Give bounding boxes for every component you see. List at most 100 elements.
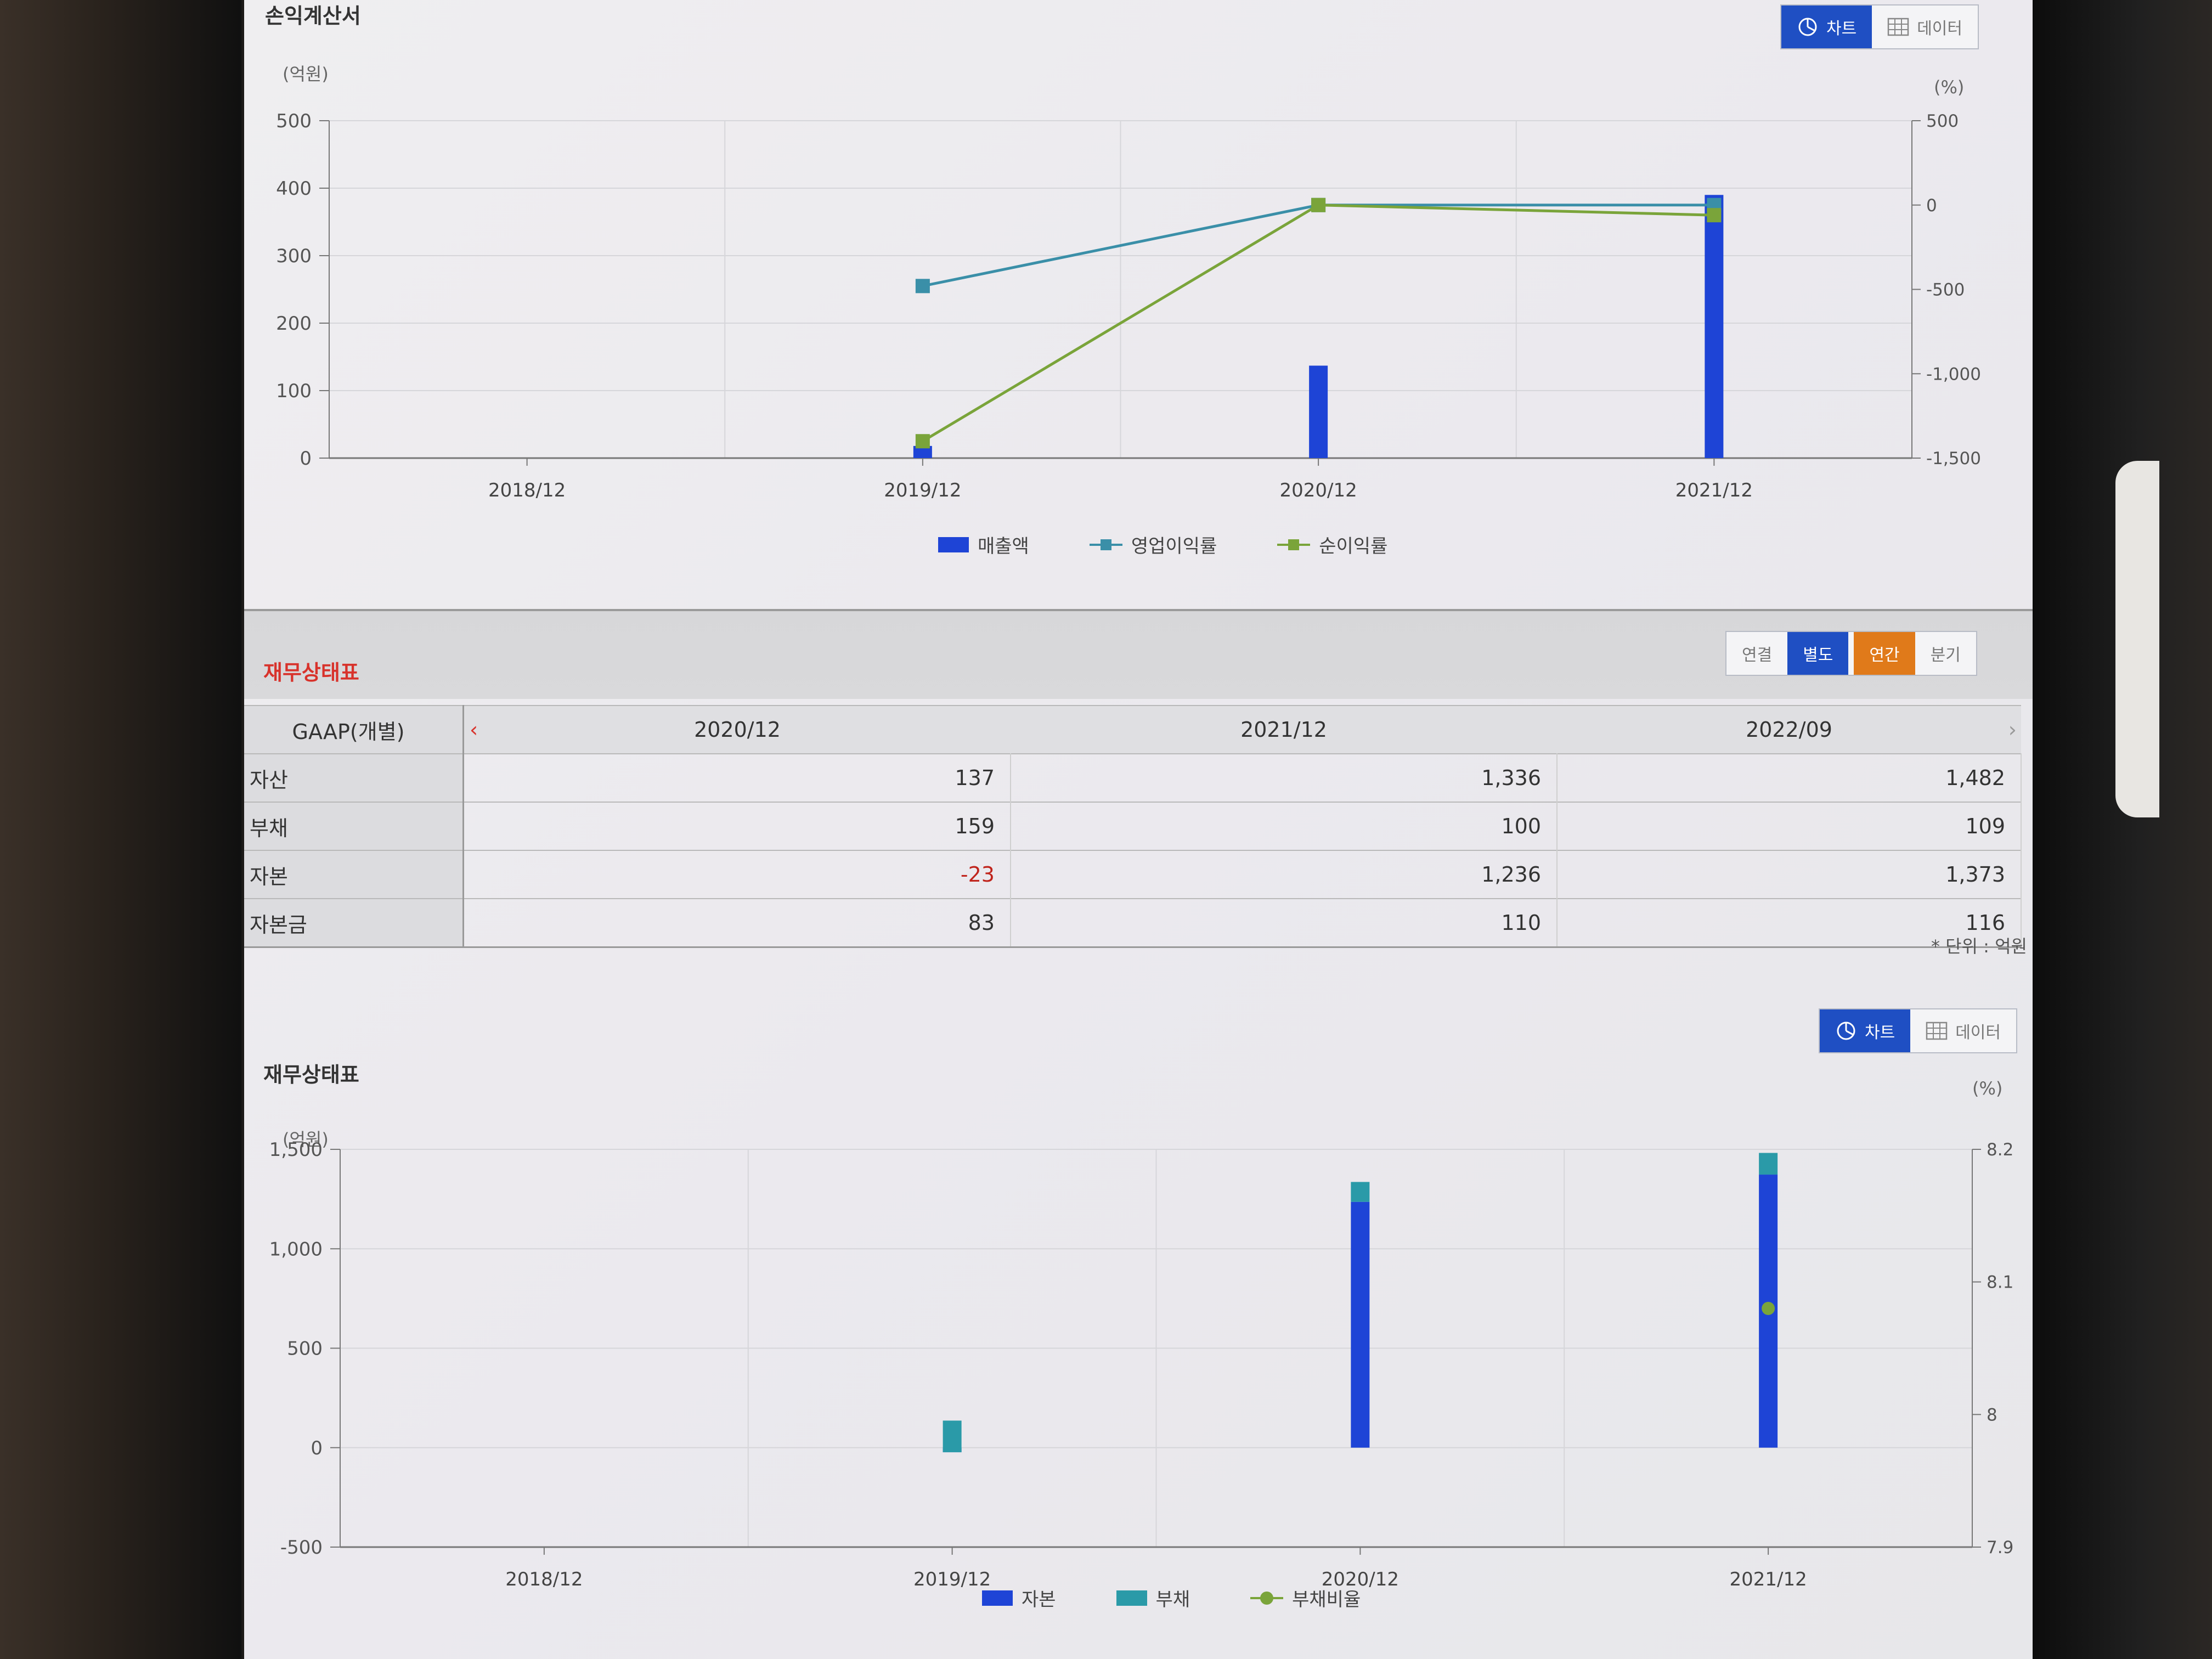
bar <box>1351 1201 1370 1448</box>
stylus-pen <box>2115 461 2159 817</box>
x-tick-label: 2018/12 <box>488 479 566 501</box>
legend-item-net-margin[interactable]: 순이익률 <box>1277 531 1387 558</box>
cell: 137 <box>463 753 1011 802</box>
x-tick-label: 2020/12 <box>1322 1568 1399 1590</box>
income-title: 손익계산서 <box>265 4 361 28</box>
y-tick-label: 300 <box>276 245 312 267</box>
toggle-consolidated[interactable]: 연결 <box>1742 646 1773 665</box>
data-point <box>915 434 930 449</box>
balance-table: GAAP(개별) ‹ 2020/12 2021/12 2022/09 › 자산 … <box>244 705 2022 948</box>
y-tick-label: 500 <box>287 1338 323 1360</box>
y-tick-label: 1,500 <box>269 1139 323 1161</box>
balance-view-toggle: 차트 데이터 <box>1819 1008 2018 1053</box>
y2-tick-label: 8.2 <box>1987 1140 2013 1160</box>
income-chart: 0 100 200 300 400 500 -1,500 -1,000 -500 0 500 2018… <box>276 110 1981 501</box>
period-label-0: 2020/12 <box>694 718 781 742</box>
balance-chart-label: 차트 <box>1865 1023 1895 1042</box>
device-bezel-right <box>2031 0 2212 1659</box>
bar <box>913 445 932 458</box>
x-tick-label: 2021/12 <box>1730 1568 1807 1590</box>
bar <box>943 1420 962 1453</box>
balance-chart-title: 재무상태표 <box>263 1063 359 1087</box>
data-point <box>1762 1302 1775 1315</box>
legend-swatch-net-margin <box>1277 537 1311 552</box>
unit-note: * 단위 : 억원 <box>1931 936 2027 957</box>
legend-label-debt: 부채 <box>1155 1589 1190 1611</box>
y2-tick-label: -1,000 <box>1926 364 1981 384</box>
legend-swatch-revenue <box>938 537 969 552</box>
cell: 1,482 <box>1557 753 2022 802</box>
y-tick-label: 1,000 <box>269 1238 323 1260</box>
y2-tick-label: 500 <box>1926 111 1959 131</box>
bar <box>1705 195 1724 458</box>
legend-label-net-margin: 순이익률 <box>1319 535 1388 557</box>
y-tick-label: 0 <box>311 1437 323 1459</box>
toggle-annual[interactable]: 연간 <box>1854 632 1915 675</box>
table-row: 자본 -23 1,236 1,373 <box>244 850 2022 899</box>
y2-tick-label: -500 <box>1926 280 1965 300</box>
pie-chart-icon <box>1837 1022 1855 1040</box>
income-view-toggle: 차트 데이터 <box>1780 4 1979 49</box>
screen: 손익계산서 차트 데이터 (억원) (%) 0 100 200 300 400 500 -1… <box>244 0 2033 1659</box>
x-tick-label: 2021/12 <box>1675 479 1753 501</box>
toggle-quarterly[interactable]: 분기 <box>1930 646 1961 665</box>
legend-label-revenue: 매출액 <box>978 535 1029 557</box>
cell: 1,336 <box>1011 753 1558 802</box>
period-label-1: 2021/12 <box>1240 718 1327 742</box>
y-tick-label: 400 <box>276 178 312 200</box>
prev-period-arrow[interactable]: ‹ <box>470 718 478 742</box>
balance-toggle-group: 연결 별도 연간 분기 <box>1725 631 1977 676</box>
income-legend: 매출액 영업이익률 순이익률 <box>938 531 1387 558</box>
legend-swatch-equity <box>982 1590 1013 1606</box>
balance-chart-button[interactable]: 차트 <box>1820 1009 1911 1052</box>
cell-negative: -23 <box>463 850 1011 899</box>
balance-title: 재무상태표 <box>263 661 359 685</box>
cell: 100 <box>1011 802 1558 850</box>
income-data-button[interactable]: 데이터 <box>1872 5 1978 48</box>
series-line <box>922 204 1714 287</box>
cell: 1,236 <box>1011 850 1558 899</box>
legend-item-equity[interactable]: 자본 <box>982 1584 1056 1611</box>
row-label-capital-stock: 자본금 <box>244 898 464 947</box>
bar <box>1351 1182 1370 1202</box>
next-period-arrow[interactable]: › <box>2008 718 2017 742</box>
table-icon <box>1887 18 1909 36</box>
balance-data-label: 데이터 <box>1955 1023 2001 1042</box>
legend-swatch-debt <box>1116 1590 1147 1606</box>
x-tick-label: 2019/12 <box>884 479 961 501</box>
cell: 159 <box>463 802 1011 850</box>
income-chart-button[interactable]: 차트 <box>1781 5 1872 48</box>
legend-item-revenue[interactable]: 매출액 <box>938 531 1029 558</box>
balance-chart: -500 0 500 1,000 1,500 7.9 8 8.1 8.2 2018/12 2019/… <box>269 1139 2014 1590</box>
toggle-separate[interactable]: 별도 <box>1787 632 1849 675</box>
data-point <box>1311 198 1326 212</box>
pie-chart-icon <box>1798 18 1817 36</box>
period-header-0: ‹ 2020/12 <box>463 705 1011 754</box>
row-label-equity: 자본 <box>244 850 464 899</box>
legend-item-debt-ratio[interactable]: 부채비율 <box>1250 1584 1361 1611</box>
legend-item-operating-margin[interactable]: 영업이익률 <box>1089 531 1217 558</box>
y2-tick-label: -1,500 <box>1926 449 1981 469</box>
y2-tick-label: 8 <box>1987 1405 1997 1425</box>
row-label-liabilities: 부채 <box>244 802 464 850</box>
balance-unit-right: (%) <box>1972 1078 2003 1099</box>
income-unit-right: (%) <box>1934 77 1965 98</box>
legend-label-operating-margin: 영업이익률 <box>1131 535 1217 557</box>
period-header-1: 2021/12 <box>1011 705 1557 754</box>
data-point <box>915 279 930 294</box>
balance-unit-left: (억원) <box>283 1129 329 1150</box>
bar <box>1309 365 1328 458</box>
y2-tick-label: 7.9 <box>1987 1538 2013 1558</box>
table-row: 부채 159 100 109 <box>244 802 2022 850</box>
data-point <box>1707 208 1722 223</box>
device-bezel-left <box>0 0 241 1659</box>
cell: 83 <box>463 898 1011 947</box>
y-tick-label: -500 <box>280 1537 323 1559</box>
balance-data-button[interactable]: 데이터 <box>1910 1009 2016 1052</box>
y-tick-label: 0 <box>300 448 312 470</box>
cell: 109 <box>1557 802 2022 850</box>
table-icon <box>1926 1022 1948 1040</box>
period-header-2: 2022/09 › <box>1557 705 2021 754</box>
legend-item-debt[interactable]: 부채 <box>1116 1584 1190 1611</box>
x-tick-label: 2019/12 <box>913 1568 991 1590</box>
